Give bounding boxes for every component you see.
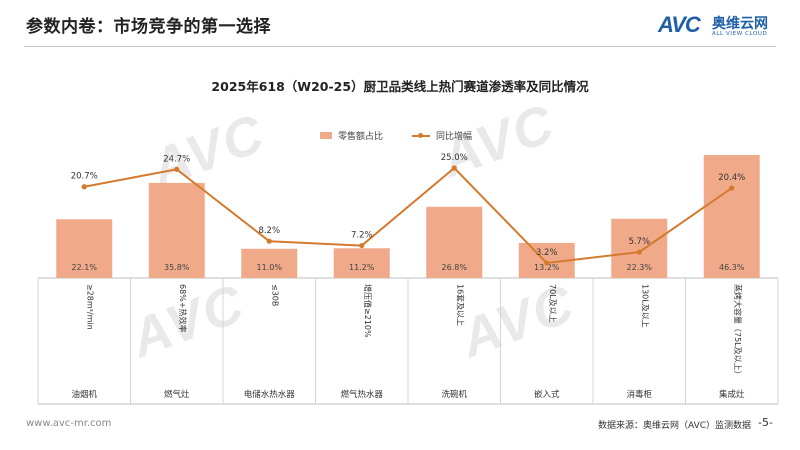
segment-label: 130L及以上 [640,284,649,328]
series-line-yoy [84,166,733,265]
bar-value-label: 46.3% [719,263,745,272]
bar [241,248,298,278]
segment-label: 增压值≥210% [363,284,373,338]
legend-swatch-bar [320,132,332,139]
bar-value-label: 22.1% [72,263,98,272]
category-label: 消毒柜 [626,389,652,400]
segment-label: 蒸烤大容量（75L及以上） [733,284,743,379]
footer-source: 数据来源：奥维云网（AVC）监测数据 [598,421,752,431]
segment-label: ≤30B [270,284,279,306]
line-point [729,185,735,191]
chart-title: 2025年618（W20-25）厨卫品类线上热门赛道渗透率及同比情况 [211,79,589,94]
bar-value-label: 35.8% [164,263,190,272]
category-label: 洗碗机 [441,389,467,400]
title-bar: 参数内卷：市场竞争的第一选择 AVC 奥维云网 ALL VIEW CLOUD [0,0,800,50]
title-divider [24,46,776,47]
line-point [359,242,365,249]
bar [56,219,113,278]
bar [333,248,390,278]
legend-label-line: 同比增幅 [436,132,473,142]
segment-label: ≥28m³/min [85,284,94,330]
category-label: 燃气热水器 [340,389,383,400]
avc-logo: AVC 奥维云网 ALL VIEW CLOUD [658,12,778,42]
category-label: 嵌入式 [534,389,560,400]
bar-value-label: 26.8% [442,263,468,272]
line-value-label: 3.2% [536,248,558,258]
line-value-label: 8.2% [258,226,280,236]
category-label: 集成灶 [719,389,745,400]
bar [148,182,205,278]
line-value-label: 5.7% [628,237,650,247]
line-point [544,260,550,266]
line-point [174,166,180,172]
logo-en-text: ALL VIEW CLOUD [712,31,768,37]
bar-value-label: 22.3% [627,263,653,272]
line-point [266,238,272,244]
legend-label-bar: 零售额占比 [338,132,384,142]
bar-value-label: 13.2% [534,263,560,272]
line-point [81,184,87,190]
segment-label: 70L及以上 [548,284,557,323]
bar-value-label: 11.0% [257,263,283,272]
line-point [451,165,457,171]
line-value-label: 20.7% [71,172,98,182]
line-value-label: 20.4% [718,173,745,183]
bar [703,155,760,278]
legend-marker-line [418,133,423,138]
logo-cn-text: 奥维云网 [712,16,768,32]
category-label: 电储水热水器 [244,389,296,400]
logo-avc-text: AVC [658,12,701,37]
bar-value-label: 11.2% [349,263,375,272]
line-value-label: 25.0% [441,153,468,163]
category-label: 油烟机 [71,389,97,400]
line-point [636,249,642,255]
bar [611,218,668,278]
line-value-label: 24.7% [163,154,190,164]
footer-url: www.avc-mr.com [26,418,112,429]
line-value-label: 7.2% [351,231,373,241]
bar [426,206,483,278]
page-number: -5- [758,416,773,429]
segment-label: 16套及以上 [455,284,465,326]
category-label: 燃气灶 [164,389,190,400]
segment-label: 68%+热效率 [178,284,188,332]
page-title: 参数内卷：市场竞争的第一选择 [26,17,271,37]
